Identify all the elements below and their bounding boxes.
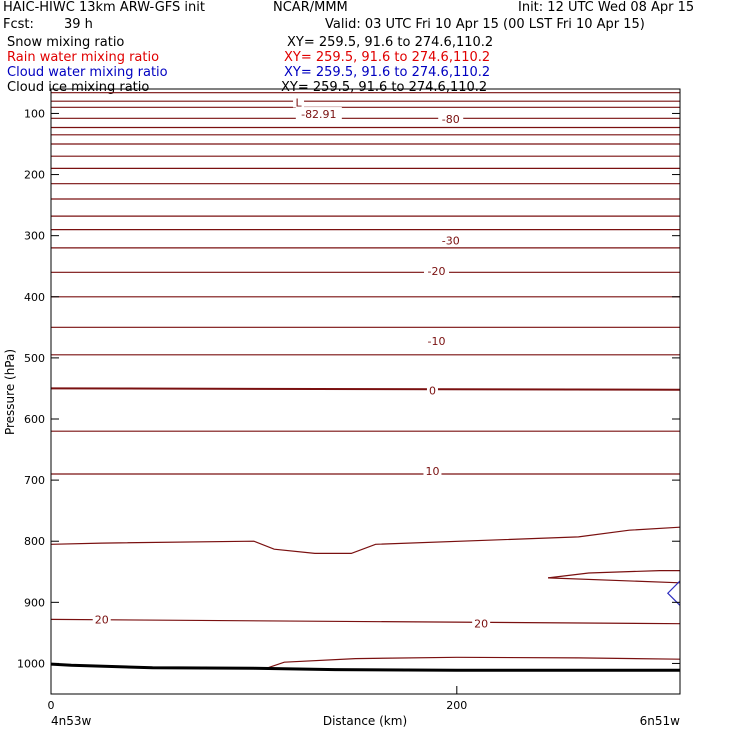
field-label-snow: Snow mixing ratio (7, 35, 125, 50)
y-tick-label: 100 (24, 107, 45, 120)
contour-group (51, 92, 680, 672)
y-tick-label: 200 (24, 169, 45, 182)
valid-time: Valid: 03 UTC Fri 10 Apr 15 (00 LST Fri … (325, 17, 645, 32)
y-axis-title: Pressure (hPa) (3, 349, 17, 435)
contour-label-bg (472, 616, 491, 629)
x-axis: 0 200 (48, 686, 467, 712)
contour-label: L (295, 96, 302, 109)
fcst-value: 39 h (64, 17, 93, 32)
contour-label: -30 (442, 235, 460, 248)
left-endpoint-label: 4n53w (51, 714, 92, 728)
contour-label: -20 (428, 265, 446, 278)
contour-label: 10 (425, 465, 439, 478)
contour-label-bg (426, 383, 438, 396)
contour-line (51, 387, 680, 391)
contour-label: -82.91 (301, 108, 336, 121)
contour-label-bg (438, 111, 464, 124)
field-label-rain: Rain water mixing ratio (7, 50, 160, 65)
contour-labels: L-82.91 -80 -30 -20 -10 0 10 20 20 (92, 95, 491, 631)
contour-line (51, 618, 680, 625)
contour-line (548, 569, 680, 579)
contour-label: -10 (428, 335, 446, 348)
y-tick-label: 1000 (17, 657, 45, 670)
model-name: HAIC-HIWC 13km ARW-GFS init (3, 0, 205, 15)
cloud-water-contour (666, 580, 680, 606)
contour-label-bg (424, 264, 450, 277)
field-xy-cloud-ice: XY= 259.5, 91.6 to 274.6,110.2 (281, 80, 488, 95)
x-tick-label: 200 (446, 699, 467, 712)
contour-label: 0 (429, 384, 436, 397)
contour-line (267, 656, 680, 669)
contour-label: -80 (442, 113, 460, 126)
org-name: NCAR/MMM (273, 0, 348, 15)
contour-label-bg (424, 333, 450, 346)
plot-frame (50, 88, 681, 695)
field-label-cloud-water: Cloud water mixing ratio (7, 65, 168, 80)
y-tick-label: 500 (24, 352, 45, 365)
contour-label: 20 (474, 618, 488, 631)
contour-label-bg (295, 107, 342, 120)
y-tick-label: 700 (24, 474, 45, 487)
y-tick-label: 600 (24, 413, 45, 426)
field-xy-snow: XY= 259.5, 91.6 to 274.6,110.2 (287, 35, 494, 50)
right-endpoint-label: 6n51w (640, 714, 681, 728)
y-tick-label: 900 (24, 596, 45, 609)
field-xy-cloud-water: XY= 259.5, 91.6 to 274.6,110.2 (284, 65, 491, 80)
contour-line (51, 526, 680, 555)
contour-label-bg (293, 95, 305, 108)
y-tick-label: 800 (24, 535, 45, 548)
x-axis-title: Distance (km) (323, 714, 407, 728)
contour-label: 20 (95, 613, 109, 626)
contour-line (548, 577, 680, 584)
field-label-cloud-ice: Cloud ice mixing ratio (7, 80, 150, 95)
contour-label-bg (438, 233, 464, 246)
contour-line (51, 662, 680, 672)
contour-label-bg (423, 463, 442, 476)
y-tick-label: 300 (24, 230, 45, 243)
fcst-label: Fcst: (3, 17, 34, 32)
y-tick-label: 400 (24, 291, 45, 304)
init-time: Init: 12 UTC Wed 08 Apr 15 (518, 0, 695, 15)
contour-label-bg (92, 612, 111, 625)
x-tick-label: 0 (48, 699, 55, 712)
field-xy-rain: XY= 259.5, 91.6 to 274.6,110.2 (284, 50, 491, 65)
